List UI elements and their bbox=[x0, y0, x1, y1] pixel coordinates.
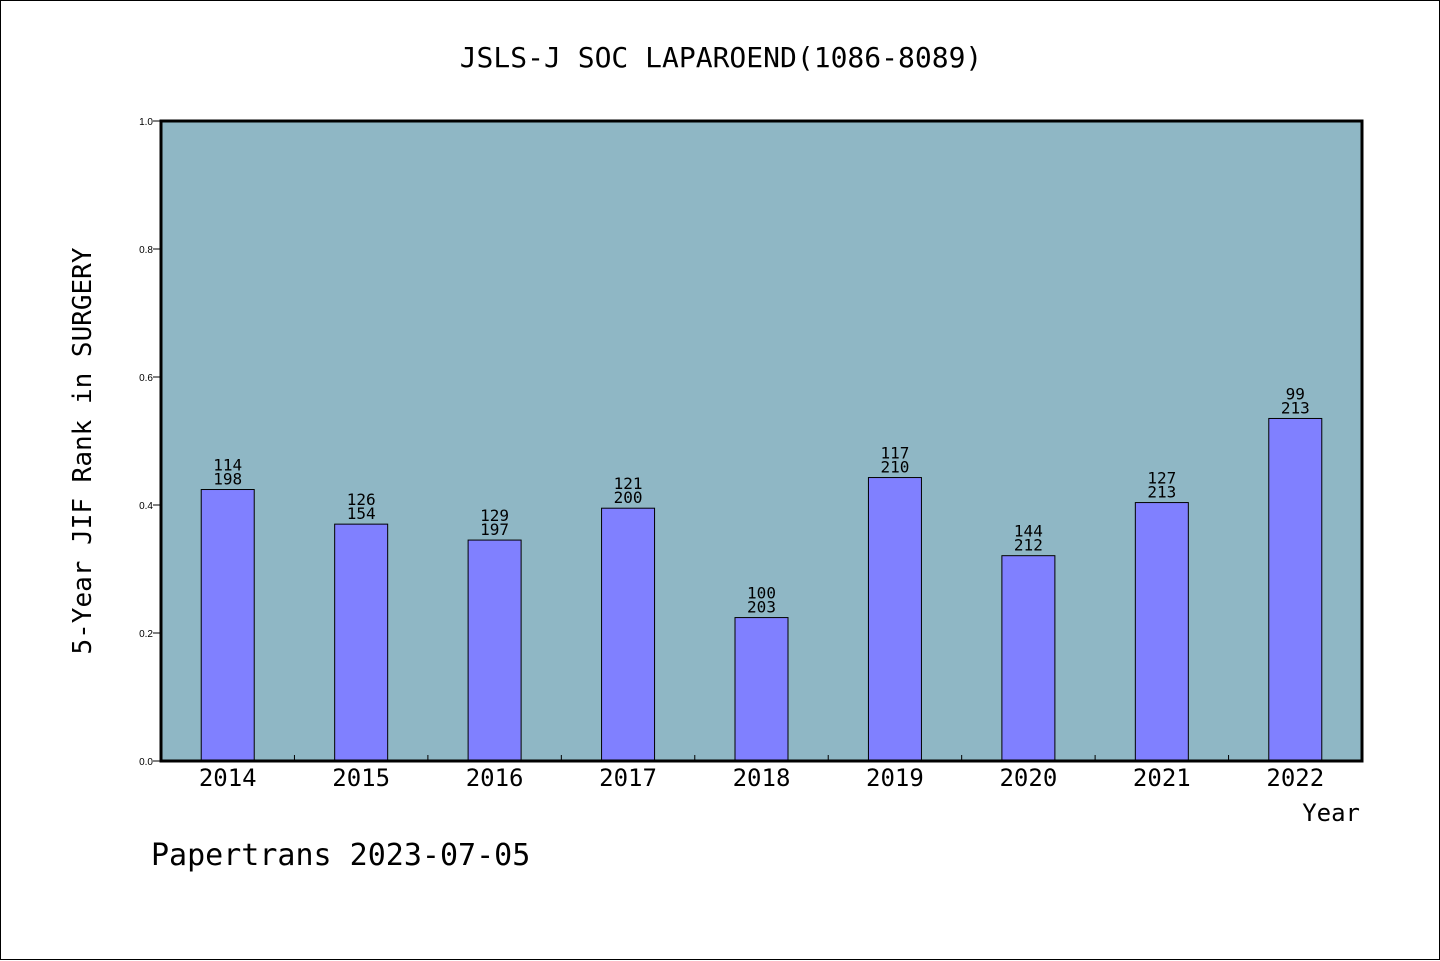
bar-rank-label: 117 bbox=[880, 444, 909, 463]
bar-2016 bbox=[467, 539, 522, 762]
bar-total-label: 210 bbox=[880, 458, 909, 477]
bar-rank-label: 127 bbox=[1147, 469, 1176, 488]
bars-group bbox=[200, 417, 1323, 762]
bar-2022 bbox=[1268, 417, 1323, 762]
bar-total-label: 200 bbox=[614, 488, 643, 507]
bar-2014 bbox=[200, 489, 255, 762]
bar-rank-label: 129 bbox=[480, 506, 509, 525]
y-tick-label: 0.8 bbox=[139, 245, 153, 256]
bar-rank-label: 121 bbox=[614, 474, 643, 493]
bar-total-label: 198 bbox=[213, 470, 242, 489]
bar-total-label: 154 bbox=[347, 504, 376, 523]
bar-2018 bbox=[734, 617, 789, 762]
y-tick-label: 0.4 bbox=[139, 501, 153, 512]
bar-total-label: 197 bbox=[480, 520, 509, 539]
y-tick-label: 0.2 bbox=[139, 629, 153, 640]
x-axis-label: Year bbox=[1302, 799, 1360, 827]
x-tick-label: 2022 bbox=[1266, 764, 1324, 792]
y-tick-label: 0.0 bbox=[139, 757, 153, 768]
chart-title: JSLS-J SOC LAPAROEND(1086-8089) bbox=[460, 41, 983, 74]
bar-total-label: 213 bbox=[1147, 483, 1176, 502]
bar-rank-label: 100 bbox=[747, 584, 776, 603]
y-tick-label: 1.0 bbox=[139, 117, 153, 128]
x-tick-label: 2016 bbox=[466, 764, 524, 792]
footer-text: Papertrans 2023-07-05 bbox=[151, 838, 530, 873]
x-axis: 2014 2015 2016 2017 2018 2019 2020 2021 2022 bbox=[199, 755, 1324, 792]
x-tick-label: 2017 bbox=[599, 764, 657, 792]
bar-2017 bbox=[601, 507, 656, 762]
bar-total-label: 213 bbox=[1281, 398, 1310, 417]
plot-border bbox=[159, 119, 1364, 763]
bar-rank-label: 144 bbox=[1014, 522, 1043, 541]
bar-total-label: 203 bbox=[747, 598, 776, 617]
bar-2020 bbox=[1001, 555, 1056, 762]
y-tick-label: 0.6 bbox=[139, 373, 153, 384]
bar-rank-label: 114 bbox=[213, 456, 242, 475]
bar-rank-label: 126 bbox=[347, 490, 376, 509]
bar-2019 bbox=[867, 477, 922, 762]
bar-total-label: 212 bbox=[1014, 536, 1043, 555]
bar-2021 bbox=[1134, 502, 1189, 762]
x-tick-label: 2019 bbox=[866, 764, 924, 792]
bar-rank-label: 99 bbox=[1286, 384, 1305, 403]
bar-2015 bbox=[334, 523, 389, 762]
y-axis-label: 5-Year JIF Rank in SURGERY bbox=[68, 247, 98, 654]
x-tick-label: 2021 bbox=[1133, 764, 1191, 792]
x-tick-label: 2020 bbox=[999, 764, 1057, 792]
x-tick-label: 2014 bbox=[199, 764, 257, 792]
x-tick-label: 2015 bbox=[332, 764, 390, 792]
x-tick-label: 2018 bbox=[733, 764, 791, 792]
y-axis: 0.0 0.2 0.4 0.6 0.8 1.0 bbox=[139, 117, 161, 768]
